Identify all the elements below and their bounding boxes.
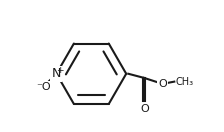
Text: O: O [158,79,167,89]
Text: CH₃: CH₃ [176,77,194,86]
Text: +: + [56,66,63,75]
Text: N: N [52,67,61,80]
Text: ⁻O: ⁻O [36,82,51,92]
Text: O: O [140,104,149,114]
